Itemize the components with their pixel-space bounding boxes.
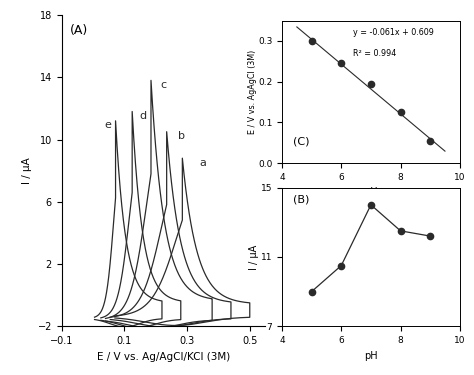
Text: d: d [139, 111, 146, 121]
Y-axis label: I / μA: I / μA [249, 244, 259, 270]
Text: (C): (C) [292, 136, 309, 146]
Text: e: e [104, 120, 111, 130]
Text: b: b [178, 131, 185, 141]
Text: a: a [200, 158, 207, 168]
Y-axis label: I / μA: I / μA [22, 157, 32, 184]
X-axis label: pH: pH [364, 351, 378, 360]
Text: (A): (A) [70, 24, 88, 38]
X-axis label: E / V vs. Ag/AgCl/KCl (3M): E / V vs. Ag/AgCl/KCl (3M) [97, 351, 230, 361]
Text: (B): (B) [292, 194, 309, 204]
X-axis label: pH: pH [364, 188, 378, 197]
Text: y = -0.061x + 0.609: y = -0.061x + 0.609 [353, 28, 434, 37]
Text: R² = 0.994: R² = 0.994 [353, 49, 396, 58]
Y-axis label: E / V vs. AgAgCl (3M): E / V vs. AgAgCl (3M) [247, 50, 256, 134]
Text: c: c [160, 80, 166, 90]
